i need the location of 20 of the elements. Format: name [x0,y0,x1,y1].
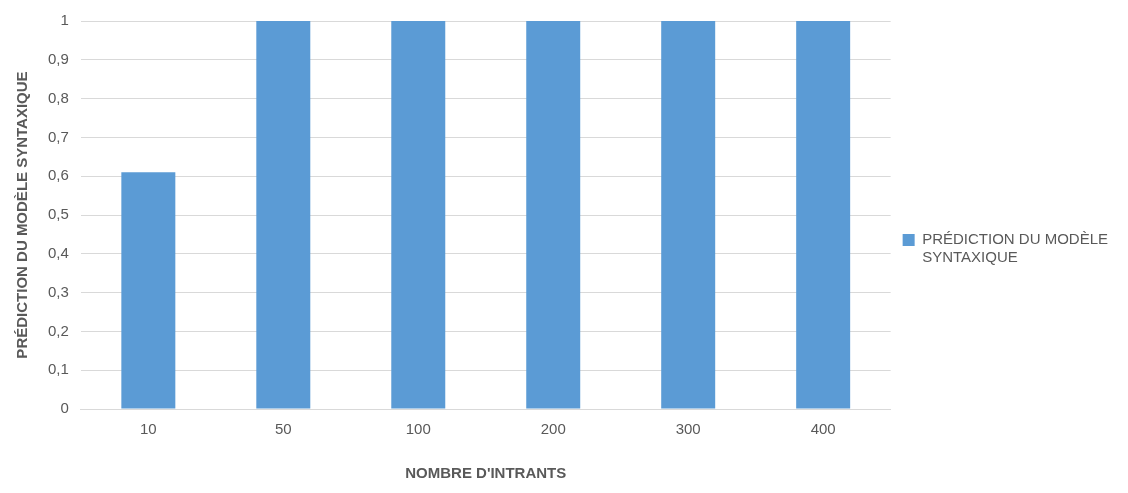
y-tick-label: 0,2 [47,321,69,339]
x-tick-label: 200 [540,420,566,438]
y-tick-label: 0,5 [47,205,69,223]
y-axis-title: PRÉDICTION DU MODÈLE SYNTAXIQUE [13,71,31,359]
x-tick-label: 300 [675,420,701,438]
y-tick-label: 0,9 [47,49,69,67]
y-tick-label: 0,6 [47,166,69,184]
x-tick-label: 10 [139,420,157,438]
y-tick-label: 0,3 [47,282,69,300]
y-tick-label: 0 [60,399,69,417]
x-axis-title: NOMBRE D'INTRANTS [405,464,567,482]
y-tick-label: 0,7 [47,127,69,145]
x-tick-label: 50 [274,420,292,438]
y-tick-label: 1 [60,11,69,29]
x-tick-label: 400 [810,420,836,438]
x-tick-label: 100 [405,420,431,438]
y-tick-label: 0,8 [47,88,69,106]
y-tick-label: 0,4 [47,243,69,261]
y-tick-label: 0,1 [47,360,69,378]
legend-label: PRÉDICTION DU MODÈLE SYNTAXIQUE [922,230,1109,266]
